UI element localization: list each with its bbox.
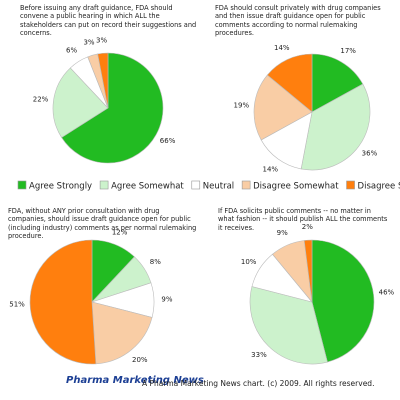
pie-slice (61, 52, 164, 164)
legend-swatch (99, 180, 109, 190)
pie-slice (266, 53, 313, 113)
slice-label: 46% (379, 289, 395, 297)
pie-slice (249, 286, 328, 365)
pie-title: FDA should consult privately with drug c… (215, 4, 381, 38)
slice-label: 6% (66, 47, 77, 55)
slice-label: 10% (241, 258, 257, 266)
slice-label: 12% (112, 228, 128, 236)
pie-slice (253, 74, 313, 141)
pie-title: Before issuing any draft guidance, FDA s… (20, 4, 197, 38)
pie-slice (303, 239, 313, 303)
slice-label: 9% (161, 296, 172, 304)
slice-label: 8% (150, 258, 161, 266)
legend-label: Agree Strongly (29, 182, 92, 192)
pie-slice (52, 67, 109, 138)
pie-title: FDA, without ANY prior consultation with… (8, 207, 197, 241)
slice-label: 3% (83, 39, 94, 47)
pie-title: If FDA solicits public comments -- no ma… (218, 207, 388, 232)
slice-label: 19% (234, 101, 250, 109)
slice-label: 17% (340, 47, 356, 55)
pie-slice (97, 52, 109, 109)
slice-label: 22% (33, 95, 49, 103)
slice-label: 14% (274, 44, 290, 52)
pie-slice (260, 111, 313, 170)
pie-slice (311, 53, 364, 113)
slice-label: 51% (9, 300, 25, 308)
slice-label: 2% (302, 223, 313, 231)
slice-label: 20% (132, 356, 148, 364)
legend-label: Disagree Strongly (358, 182, 400, 192)
slice-label: 66% (160, 137, 176, 145)
legend-swatch (241, 180, 251, 190)
pie-slice (311, 239, 375, 363)
legend-swatch (191, 180, 201, 190)
slice-label: 36% (362, 150, 378, 158)
pie-slice (29, 239, 97, 365)
slice-label: 33% (251, 351, 267, 359)
slice-label: 3% (96, 36, 107, 44)
legend-label: Neutral (203, 182, 234, 192)
pie-slice (91, 301, 153, 365)
legend-swatch (17, 180, 27, 190)
logo: Pharma Marketing News (66, 375, 204, 386)
pie-slice (300, 83, 371, 171)
slice-label: 14% (262, 165, 278, 173)
legend-swatch (346, 180, 355, 190)
slice-label: 9% (277, 229, 288, 237)
footer-text: A Pharma Marketing News chart. (c) 2009.… (142, 379, 374, 388)
legend-label: Disagree Somewhat (253, 182, 339, 192)
legend-label: Agree Somewhat (111, 182, 184, 192)
